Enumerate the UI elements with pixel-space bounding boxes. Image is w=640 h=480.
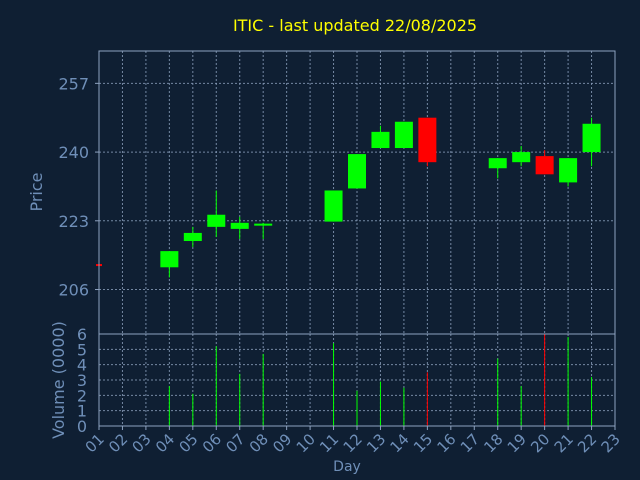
candle-12 [348, 154, 366, 189]
candle-body [582, 123, 601, 153]
candle-13 [371, 125, 390, 149]
candle-05 [183, 226, 202, 248]
candle-14 [394, 121, 413, 149]
x-tick-label: 04 [152, 430, 178, 456]
chart-title: ITIC - last updated 22/08/2025 [233, 16, 477, 35]
price-grid [99, 51, 615, 334]
volume-bars [168, 334, 593, 426]
candle-body [512, 152, 531, 163]
price-y-tick-label: 240 [58, 143, 89, 162]
x-tick-label: 12 [340, 430, 366, 456]
volume-y-tick-label: 3 [77, 371, 87, 390]
candle-body [254, 223, 273, 226]
price-y-ticks: 206 223 240 257 [58, 74, 99, 300]
candle-body [371, 131, 390, 149]
x-tick-label: 18 [480, 430, 506, 456]
candle-body [324, 190, 343, 222]
price-y-tick-label: 206 [58, 281, 89, 300]
volume-y-tick-label: 6 [77, 325, 87, 344]
candle-20 [535, 150, 554, 175]
x-tick-label: 09 [269, 430, 295, 456]
candle-body [183, 232, 202, 242]
volume-y-tick-label: 1 [77, 402, 87, 421]
candle-body [488, 158, 507, 169]
x-tick-label: 22 [574, 430, 600, 456]
x-tick-label: 07 [222, 430, 248, 456]
x-tick-label: 21 [551, 430, 577, 456]
candle-body [394, 121, 413, 149]
x-tick-label: 02 [105, 430, 131, 456]
x-tick-label: 20 [527, 430, 553, 456]
x-tick-label: 19 [504, 430, 530, 456]
x-tick-label: 05 [175, 430, 201, 456]
candle-body [348, 154, 366, 189]
volume-y-tick-label: 5 [77, 340, 87, 359]
price-panel: 206 223 240 257 Price [27, 50, 616, 335]
candle-body [418, 117, 437, 163]
price-y-tick-label: 257 [58, 74, 89, 93]
x-axis-ticks: 0102030405060708091011121314151617181920… [82, 426, 624, 456]
candle-22 [582, 117, 601, 167]
x-axis-label: Day [333, 459, 361, 475]
x-tick-label: 03 [129, 430, 155, 456]
candle-body [535, 156, 554, 175]
volume-y-axis-label: Volume (0000) [49, 321, 68, 439]
candle-15 [418, 117, 437, 167]
candle-body [559, 158, 578, 183]
x-tick-label: 13 [363, 430, 389, 456]
x-tick-label: 16 [433, 430, 459, 456]
candle-21 [559, 158, 578, 187]
volume-y-tick-label: 0 [77, 417, 87, 436]
x-tick-label: 14 [387, 430, 413, 456]
candle-body [207, 214, 226, 227]
x-tick-label: 08 [246, 430, 272, 456]
candle-18 [488, 158, 507, 179]
candle-body [160, 251, 179, 268]
candle-body [230, 222, 249, 229]
candle-19 [512, 146, 531, 167]
x-tick-label: 11 [316, 430, 342, 456]
x-tick-label: 17 [457, 430, 483, 456]
candle-07 [230, 216, 249, 239]
x-tick-label: 10 [293, 430, 319, 456]
x-tick-label: 23 [598, 430, 624, 456]
candle-08 [254, 222, 273, 239]
price-y-tick-label: 223 [58, 212, 89, 231]
volume-y-tick-label: 4 [77, 356, 87, 375]
candle-04 [160, 251, 179, 278]
price-y-axis-label: Price [27, 172, 46, 211]
x-tick-label: 06 [199, 430, 225, 456]
candle-06 [207, 190, 226, 237]
x-tick-label: 15 [410, 430, 436, 456]
candle-11 [324, 190, 343, 222]
candles [96, 117, 601, 278]
volume-y-tick-label: 2 [77, 386, 87, 405]
